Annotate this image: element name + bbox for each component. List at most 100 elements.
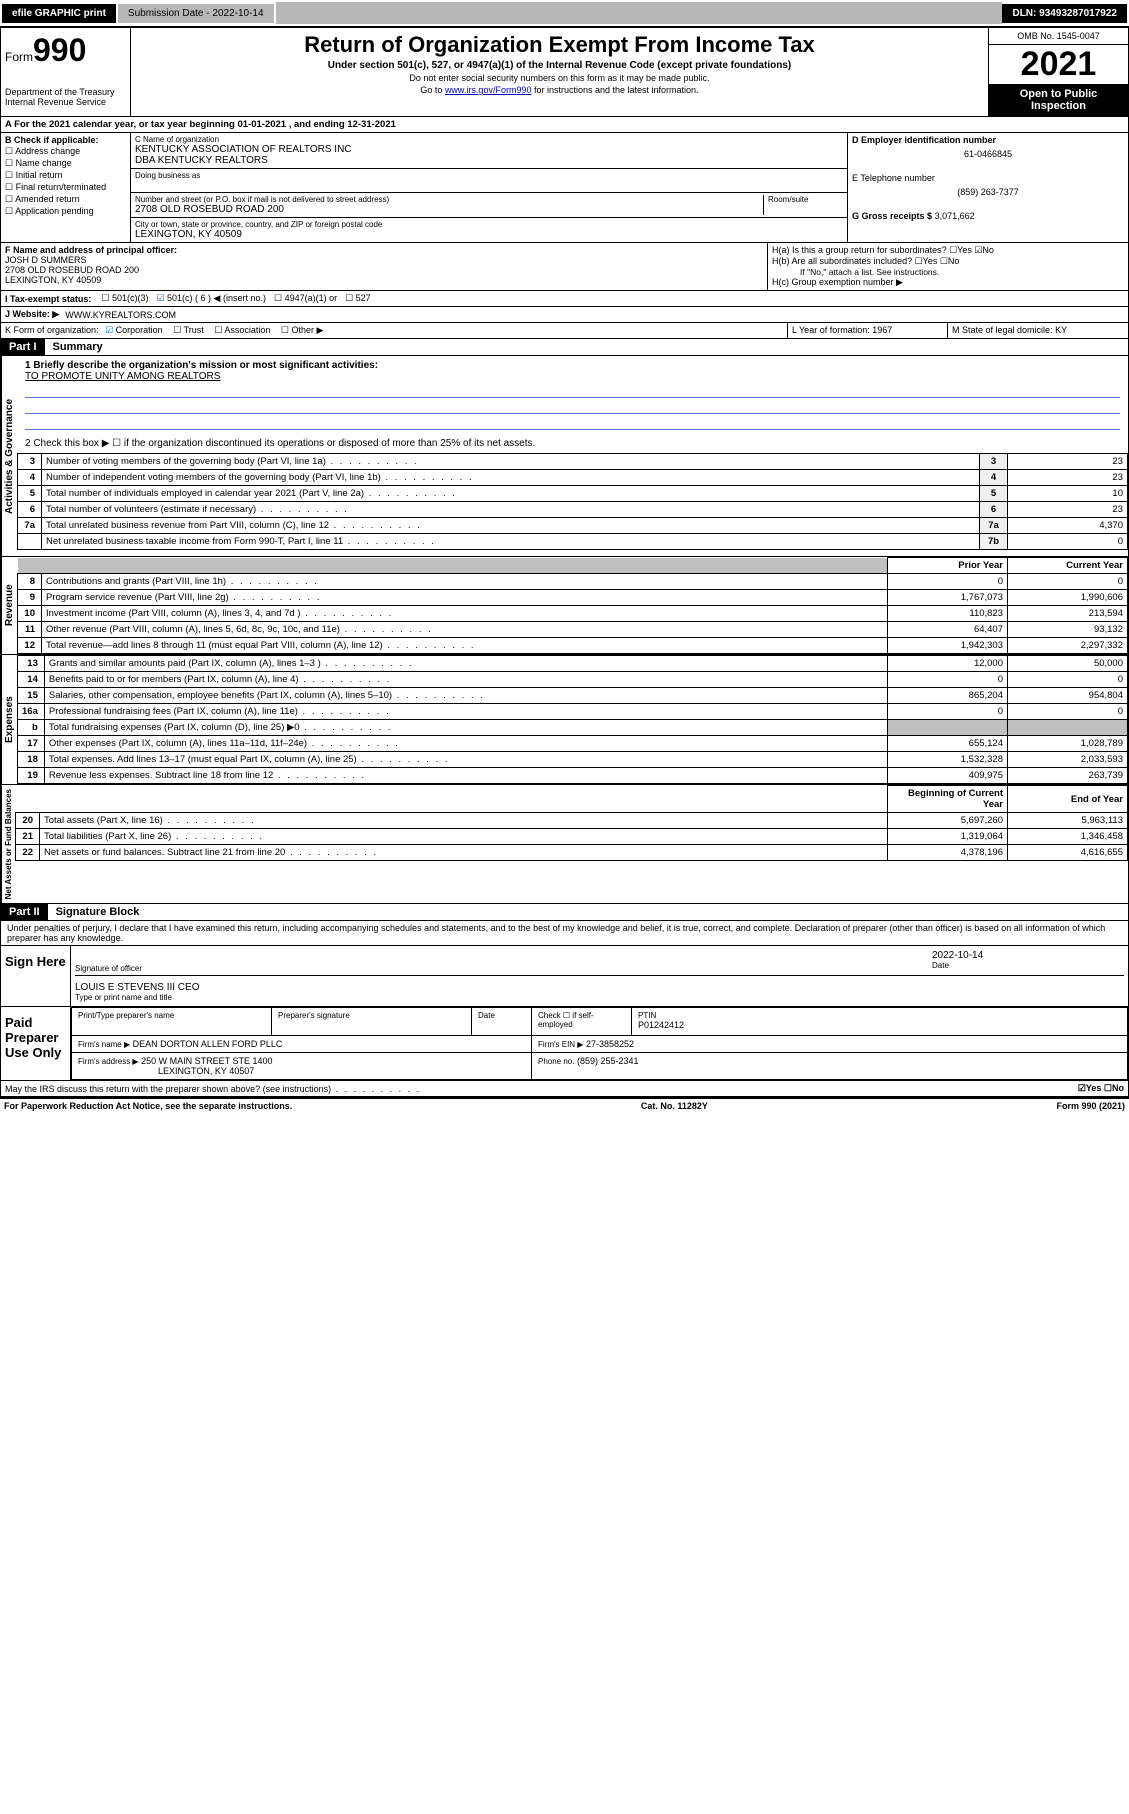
table-row: 15Salaries, other compensation, employee…	[18, 688, 1128, 704]
table-row: 18Total expenses. Add lines 13–17 (must …	[18, 752, 1128, 768]
row-m-val: KY	[1055, 325, 1067, 335]
form-number: 990	[33, 32, 86, 68]
table-row: 12Total revenue—add lines 8 through 11 (…	[18, 638, 1128, 654]
section-a: A For the 2021 calendar year, or tax yea…	[1, 117, 1128, 133]
chk-corp[interactable]: Corporation	[105, 325, 163, 335]
table-row: 8Contributions and grants (Part VIII, li…	[18, 574, 1128, 590]
efile-button[interactable]: efile GRAPHIC print	[2, 4, 116, 23]
box-f: F Name and address of principal officer:…	[1, 243, 768, 290]
topbar-spacer	[276, 2, 1003, 24]
chk-4947[interactable]: 4947(a)(1) or	[274, 293, 337, 304]
rev-table: Prior Year Current Year 8Contributions a…	[17, 557, 1128, 654]
gross-box: G Gross receipts $ 3,071,662	[852, 211, 1124, 221]
hc-line: H(c) Group exemption number ▶	[772, 277, 1124, 288]
firm-addr1: 250 W MAIN STREET STE 1400	[141, 1056, 272, 1066]
row-l-val: 1967	[872, 325, 892, 335]
table-row: 22Net assets or fund balances. Subtract …	[16, 845, 1128, 861]
top-bar: efile GRAPHIC print Submission Date - 20…	[0, 0, 1129, 27]
row-j-label: J Website: ▶	[5, 309, 59, 320]
sig-date-label: Date	[932, 961, 1124, 970]
footer-right: Form 990 (2021)	[1056, 1101, 1125, 1111]
officer-addr1: 2708 OLD ROSEBUD ROAD 200	[5, 265, 763, 275]
declaration: Under penalties of perjury, I declare th…	[1, 921, 1128, 946]
chk-initial-return[interactable]: Initial return	[5, 170, 126, 181]
irs-label: Internal Revenue Service	[5, 97, 126, 107]
firm-addr-label: Firm's address ▶	[78, 1057, 139, 1066]
phone-label: E Telephone number	[852, 173, 1124, 183]
officer-group-row: F Name and address of principal officer:…	[1, 243, 1128, 291]
line1-val: TO PROMOTE UNITY AMONG REALTORS	[25, 371, 1120, 382]
section-net: Net Assets or Fund Balances Beginning of…	[1, 785, 1128, 904]
row-l: L Year of formation: 1967	[788, 323, 948, 338]
prep-name-label: Print/Type preparer's name	[78, 1011, 265, 1020]
section-expenses: Expenses 13Grants and similar amounts pa…	[1, 655, 1128, 785]
part1-header: Part I	[1, 339, 45, 355]
dept-label: Department of the Treasury	[5, 87, 126, 97]
ptin-label: PTIN	[638, 1011, 1121, 1020]
discuss-text: May the IRS discuss this return with the…	[5, 1084, 421, 1094]
hb-note: If "No," attach a list. See instructions…	[800, 267, 1124, 277]
ha-yn[interactable]	[947, 245, 994, 255]
part2-title: Signature Block	[48, 904, 148, 920]
open-to-public: Open to Public Inspection	[989, 84, 1128, 116]
th-current: Current Year	[1008, 558, 1128, 574]
table-row: 14Benefits paid to or for members (Part …	[18, 672, 1128, 688]
ein-box: D Employer identification number 61-0466…	[852, 135, 1124, 159]
chk-trust[interactable]: Trust	[173, 325, 204, 335]
chk-527[interactable]: 527	[345, 293, 371, 304]
hb-line: H(b) Are all subordinates included?	[772, 256, 1124, 267]
gross-label: G Gross receipts $	[852, 211, 932, 221]
chk-assoc[interactable]: Association	[214, 325, 270, 335]
section-governance: Activities & Governance 1 Briefly descri…	[1, 356, 1128, 557]
gov-table: 3Number of voting members of the governi…	[17, 453, 1128, 550]
form-title-box: Return of Organization Exempt From Incom…	[131, 28, 988, 116]
table-row: Net unrelated business taxable income fr…	[18, 534, 1128, 550]
chk-501c3[interactable]: 501(c)(3)	[101, 293, 148, 304]
org-name-label: C Name of organization	[135, 135, 843, 144]
addr-label: Number and street (or P.O. box if mail i…	[135, 195, 763, 204]
footer-left: For Paperwork Reduction Act Notice, see …	[4, 1101, 292, 1111]
section-revenue: Revenue Prior Year Current Year 8Contrib…	[1, 557, 1128, 655]
omb-number: OMB No. 1545-0047	[989, 28, 1128, 45]
org-name-cell: C Name of organization KENTUCKY ASSOCIAT…	[131, 133, 847, 169]
row-k-label: K Form of organization:	[5, 325, 99, 335]
table-row: 11Other revenue (Part VIII, column (A), …	[18, 622, 1128, 638]
form-title: Return of Organization Exempt From Incom…	[139, 32, 980, 58]
row-j: J Website: ▶ WWW.KYREALTORS.COM	[1, 307, 1128, 323]
chk-final-return[interactable]: Final return/terminated	[5, 182, 126, 193]
mission-blank-2	[25, 400, 1120, 414]
row-i: I Tax-exempt status: 501(c)(3) 501(c) ( …	[1, 291, 1128, 307]
th-prior: Prior Year	[888, 558, 1008, 574]
officer-addr2: LEXINGTON, KY 40509	[5, 275, 763, 285]
check-self[interactable]: Check ☐ if self-employed	[532, 1008, 632, 1036]
chk-other[interactable]: Other ▶	[281, 325, 324, 335]
table-row: 17Other expenses (Part IX, column (A), l…	[18, 736, 1128, 752]
chk-amended[interactable]: Amended return	[5, 194, 126, 205]
col-d-box: D Employer identification number 61-0466…	[848, 133, 1128, 242]
part2-header-row: Part II Signature Block	[1, 904, 1128, 921]
part1-header-row: Part I Summary	[1, 339, 1128, 356]
ein-label: D Employer identification number	[852, 135, 1124, 145]
chk-application-pending[interactable]: Application pending	[5, 206, 126, 217]
sig-officer-label: Signature of officer	[75, 964, 924, 973]
table-row: 21Total liabilities (Part X, line 26)1,3…	[16, 829, 1128, 845]
table-row: 3Number of voting members of the governi…	[18, 454, 1128, 470]
discuss-yn[interactable]: ☑Yes ☐No	[1078, 1083, 1124, 1094]
ptin-val: P01242412	[638, 1020, 1121, 1030]
form-instr-1: Do not enter social security numbers on …	[139, 73, 980, 83]
org-name-2: DBA KENTUCKY REALTORS	[135, 155, 843, 166]
firm-phone: (859) 255-2341	[577, 1056, 639, 1066]
table-row: bTotal fundraising expenses (Part IX, co…	[18, 720, 1128, 736]
firm-name: DEAN DORTON ALLEN FORD PLLC	[133, 1039, 283, 1049]
firm-name-label: Firm's name ▶	[78, 1040, 130, 1049]
col-c-org: C Name of organization KENTUCKY ASSOCIAT…	[131, 133, 848, 242]
irs-link[interactable]: www.irs.gov/Form990	[445, 85, 532, 95]
mission-blank-1	[25, 384, 1120, 398]
room-label: Room/suite	[768, 195, 843, 204]
hb-yn[interactable]	[912, 256, 959, 266]
table-row: 10Investment income (Part VIII, column (…	[18, 606, 1128, 622]
chk-name-change[interactable]: Name change	[5, 158, 126, 169]
chk-501c[interactable]: 501(c) ( 6 ) ◀ (insert no.)	[156, 293, 266, 304]
chk-address-change[interactable]: Address change	[5, 146, 126, 157]
paid-preparer-block: Paid Preparer Use Only Print/Type prepar…	[1, 1007, 1128, 1081]
